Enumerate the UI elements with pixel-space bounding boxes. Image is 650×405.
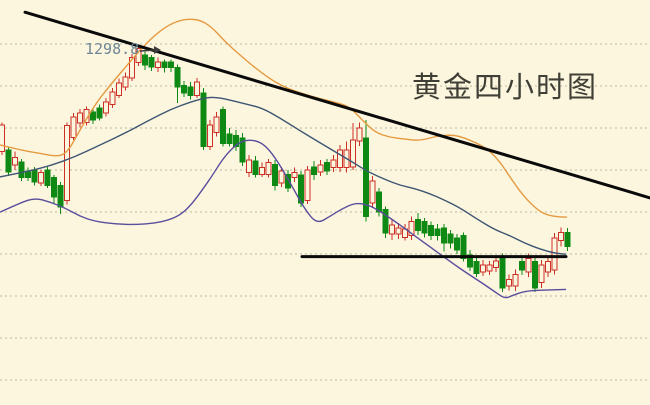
bull-candle bbox=[395, 227, 402, 235]
bear-candle bbox=[285, 173, 291, 189]
bear-candle bbox=[174, 67, 181, 88]
bear-candle bbox=[226, 133, 233, 144]
bull-candle bbox=[12, 157, 18, 166]
bull-candle bbox=[337, 149, 343, 169]
bull-candle bbox=[265, 162, 272, 175]
bear-candle bbox=[57, 184, 64, 208]
bull-candle bbox=[317, 164, 324, 173]
bear-candle bbox=[18, 161, 25, 179]
ma-purple-line bbox=[0, 139, 567, 299]
bear-candle bbox=[363, 137, 369, 217]
bull-candle bbox=[109, 91, 116, 106]
bear-candle bbox=[239, 137, 246, 163]
bear-candle bbox=[90, 111, 96, 121]
peak-price-annotation: 1298.8 bbox=[85, 40, 162, 58]
bull-candle bbox=[38, 172, 44, 184]
bull-candle bbox=[493, 260, 499, 269]
bull-candle bbox=[408, 220, 415, 237]
bull-candle bbox=[525, 257, 532, 273]
bear-candle bbox=[168, 61, 174, 69]
bear-candle bbox=[447, 233, 454, 244]
bull-candle bbox=[70, 116, 77, 138]
page-title: 黄金四小时图 bbox=[412, 72, 599, 104]
bull-candle bbox=[259, 167, 265, 175]
bull-candle bbox=[246, 159, 252, 174]
bear-candle bbox=[187, 86, 194, 96]
bull-candle bbox=[77, 112, 83, 124]
bear-candle bbox=[415, 219, 421, 232]
bull-candle bbox=[330, 159, 337, 169]
bear-candle bbox=[428, 225, 434, 237]
peak-arrow-icon bbox=[140, 46, 162, 54]
bear-candle bbox=[467, 254, 473, 268]
bear-candle bbox=[31, 169, 38, 183]
bear-candle bbox=[220, 109, 226, 144]
bear-candle bbox=[441, 227, 447, 244]
bull-candle bbox=[538, 264, 545, 284]
bull-candle bbox=[129, 57, 135, 79]
bear-candle bbox=[532, 261, 538, 289]
bear-candle bbox=[25, 171, 31, 179]
bull-candle bbox=[304, 169, 311, 201]
bear-candle bbox=[161, 61, 168, 69]
bear-candle bbox=[252, 160, 259, 175]
bear-candle bbox=[96, 107, 103, 119]
bear-candle bbox=[272, 163, 278, 186]
bear-candle bbox=[434, 228, 441, 237]
bear-candle bbox=[142, 54, 148, 66]
bear-candle bbox=[376, 191, 382, 213]
bear-candle bbox=[499, 256, 506, 289]
bull-candle bbox=[545, 261, 551, 273]
bull-candle bbox=[194, 81, 200, 96]
bull-candle bbox=[103, 101, 109, 114]
bear-candle bbox=[200, 92, 207, 148]
bear-candle bbox=[473, 261, 480, 274]
bear-candle bbox=[233, 135, 239, 148]
bear-candle bbox=[454, 237, 460, 251]
bear-candle bbox=[564, 231, 571, 248]
bull-candle bbox=[207, 124, 213, 148]
bear-candle bbox=[51, 177, 57, 198]
bull-candle bbox=[480, 264, 486, 273]
bull-candle bbox=[369, 180, 376, 204]
bear-candle bbox=[460, 235, 467, 259]
bull-candle bbox=[356, 127, 363, 142]
bear-candle bbox=[181, 84, 187, 94]
bull-candle bbox=[389, 224, 395, 235]
bull-candle bbox=[0, 124, 5, 153]
bull-candle bbox=[64, 125, 70, 201]
bear-candle bbox=[382, 209, 389, 234]
descending-resistance-trendline bbox=[23, 10, 650, 200]
ma-blue-line bbox=[0, 96, 567, 255]
bull-candle bbox=[155, 61, 161, 69]
ma-orange-line bbox=[0, 18, 568, 218]
bull-candle bbox=[551, 237, 558, 271]
bull-candle bbox=[350, 139, 356, 168]
bull-candle bbox=[213, 116, 220, 133]
bull-candle bbox=[291, 172, 298, 179]
bear-candle bbox=[148, 57, 155, 68]
bear-candle bbox=[519, 261, 525, 271]
bull-candle bbox=[278, 170, 285, 184]
bull-candle bbox=[486, 264, 493, 272]
peak-price-value: 1298.8 bbox=[85, 40, 140, 58]
bull-candle bbox=[116, 82, 122, 96]
bear-candle bbox=[5, 149, 12, 173]
bull-candle bbox=[558, 231, 564, 242]
bear-candle bbox=[324, 162, 330, 172]
bull-candle bbox=[122, 76, 129, 88]
bull-candle bbox=[512, 273, 519, 287]
bear-candle bbox=[421, 220, 428, 234]
bear-candle bbox=[44, 169, 51, 186]
bear-candle bbox=[311, 166, 317, 175]
bull-candle bbox=[506, 278, 512, 287]
